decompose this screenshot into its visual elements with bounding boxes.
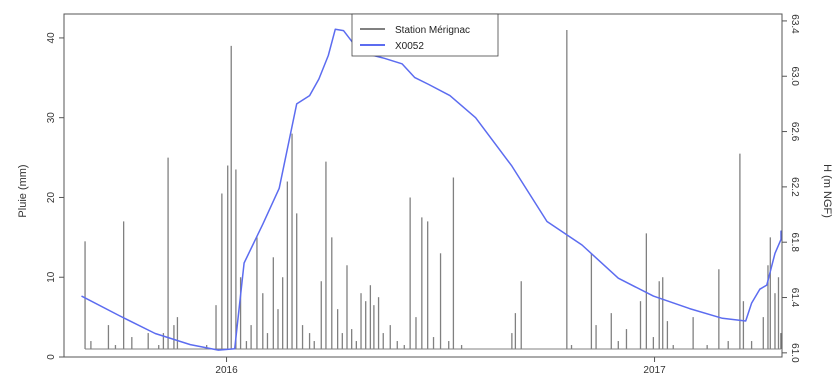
y-axis-left-title: Pluie (mm) (17, 164, 29, 217)
y-axis-left: 0 10 20 30 40 (46, 32, 64, 360)
y-left-tick-label: 30 (46, 112, 57, 124)
x-axis: 2016 2017 (215, 357, 666, 376)
legend: Station Mérignac X0052 (351, 13, 499, 57)
y-right-tick-label: 61.0 (789, 343, 800, 363)
water-level-series (81, 28, 782, 351)
y-left-tick-label: 10 (46, 271, 57, 283)
legend-box (351, 13, 499, 57)
y-right-tick-label: 63.0 (789, 66, 800, 86)
y-left-tick-label: 40 (46, 32, 57, 44)
y-right-tick-label: 63.4 (789, 14, 800, 34)
y-axis-right: 61.0 61.4 61.8 62.2 62.6 63.0 63.4 (782, 14, 800, 363)
x-tick-label: 2017 (643, 365, 666, 376)
y-left-tick-label: 0 (46, 354, 57, 360)
legend-label-rainfall: Station Mérignac (395, 25, 470, 36)
y-right-tick-label: 61.8 (789, 232, 800, 252)
y-left-tick-label: 20 (46, 192, 57, 204)
y-right-tick-label: 61.4 (789, 288, 800, 308)
y-axis-right-title: H (m NGF) (821, 164, 833, 218)
y-right-tick-label: 62.2 (789, 177, 800, 197)
y-right-tick-label: 62.6 (789, 122, 800, 142)
legend-label-water-level: X0052 (395, 41, 424, 52)
water-level-line (81, 28, 782, 351)
x-tick-label: 2016 (215, 365, 238, 376)
